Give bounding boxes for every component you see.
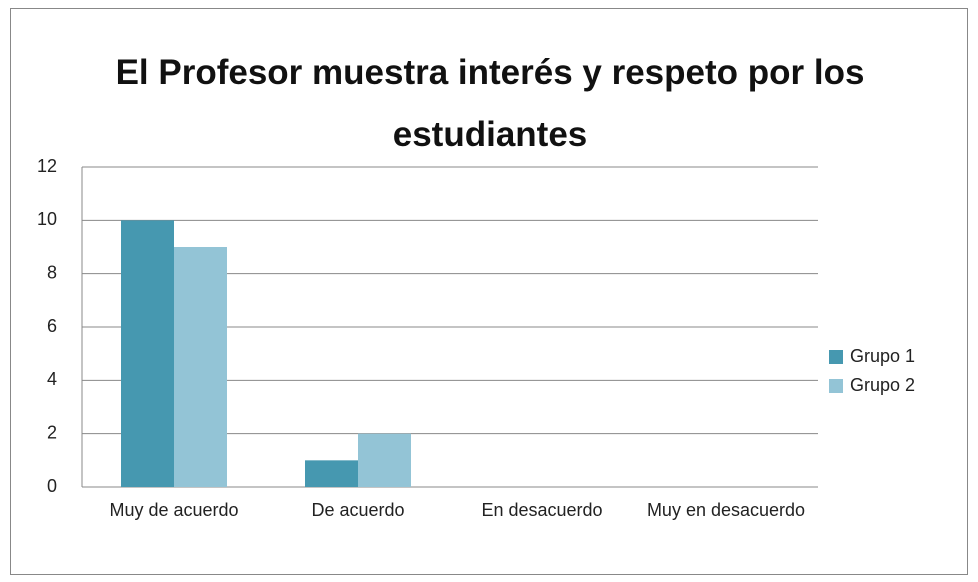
- y-tick-label: 12: [37, 156, 57, 176]
- bar: [358, 433, 411, 487]
- y-tick-label: 4: [47, 369, 57, 389]
- bar: [121, 220, 174, 488]
- y-tick-label: 2: [47, 422, 57, 442]
- chart-title: El Profesor muestra interés y respeto po…: [115, 53, 865, 154]
- y-tick-label: 6: [47, 316, 57, 336]
- x-tick-label: Muy en desacuerdo: [646, 500, 806, 520]
- bar: [305, 460, 358, 487]
- y-tick-label: 0: [47, 476, 57, 496]
- y-tick-label: 10: [37, 209, 57, 229]
- x-tick-label: De acuerdo: [311, 500, 405, 520]
- x-tick-label: En desacuerdo: [481, 500, 603, 520]
- x-tick-label: Muy de acuerdo: [109, 500, 239, 520]
- legend-swatch: [829, 379, 843, 393]
- y-tick-label: 8: [47, 262, 57, 282]
- bar: [174, 247, 227, 487]
- legend-label: Grupo 1: [850, 346, 915, 366]
- legend-label: Grupo 2: [850, 375, 915, 395]
- legend-swatch: [829, 350, 843, 364]
